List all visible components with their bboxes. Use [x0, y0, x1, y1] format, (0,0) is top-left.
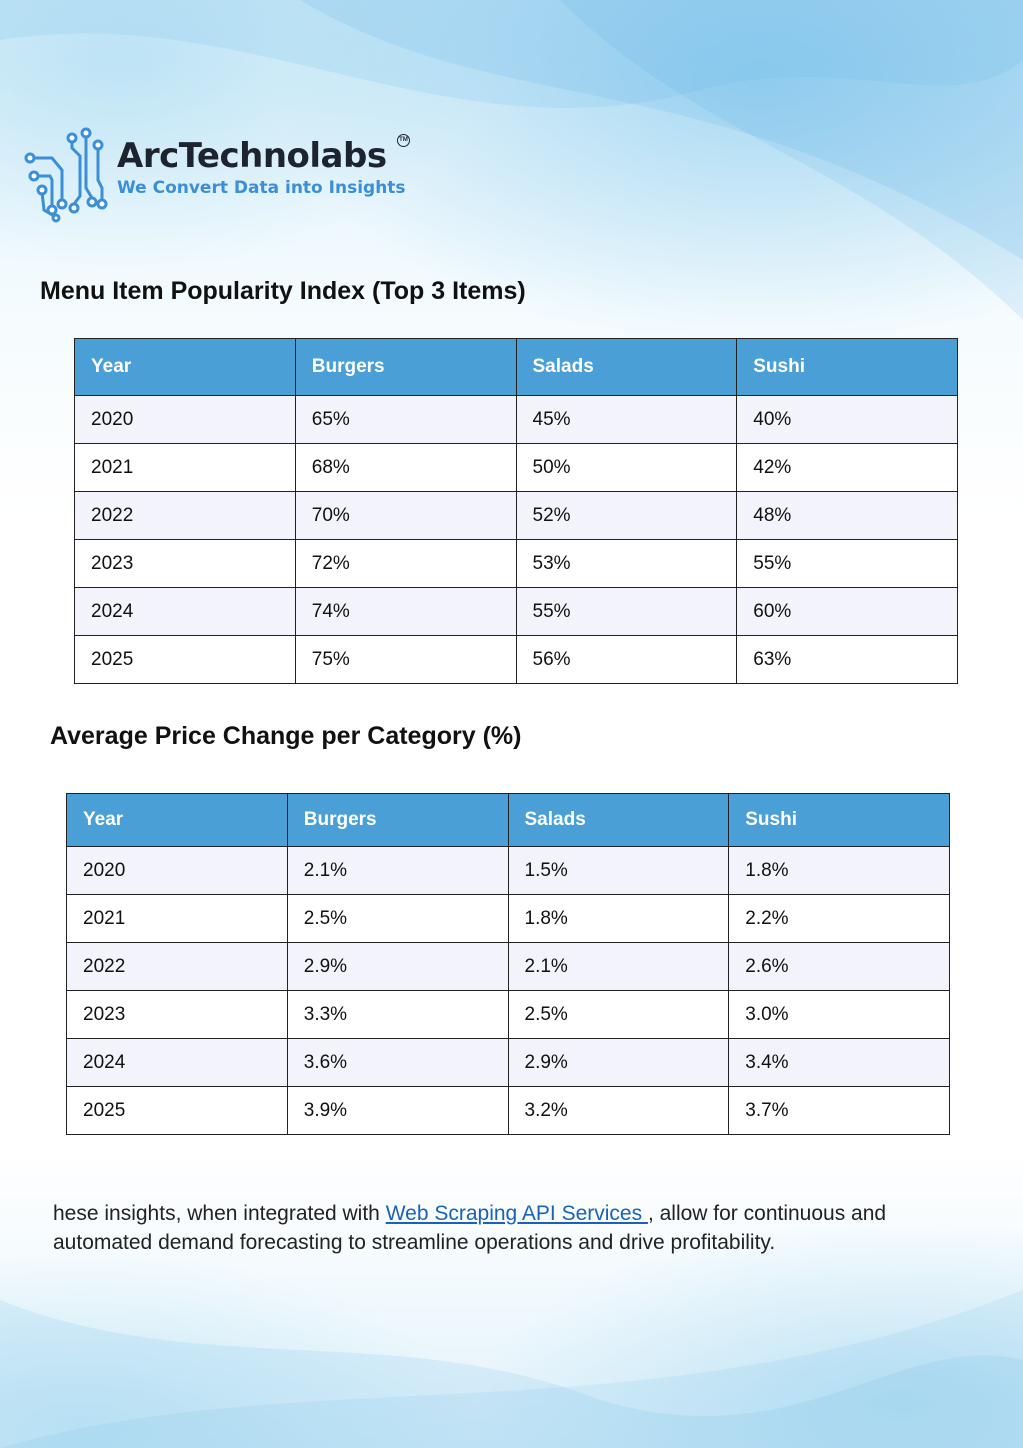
- table-row: 2024 3.6% 2.9% 3.4%: [66, 1038, 950, 1087]
- column-header-burgers: Burgers: [286, 793, 509, 847]
- web-scraping-api-link[interactable]: Web Scraping API Services: [385, 1202, 648, 1225]
- table-cell: 55%: [736, 539, 958, 588]
- table-cell: 2021: [74, 443, 296, 492]
- table-cell: 3.9%: [286, 1086, 509, 1135]
- price-change-table: Year Burgers Salads Sushi 2020 2.1% 1.5% 1.8% 2…: [66, 793, 950, 1135]
- column-header-salads: Salads: [515, 338, 738, 396]
- table-cell: 42%: [736, 443, 958, 492]
- column-header-sushi: Sushi: [728, 793, 950, 847]
- trademark-mark: TM: [397, 134, 410, 147]
- table-cell: 3.4%: [728, 1038, 950, 1087]
- table-cell: 53%: [515, 539, 738, 588]
- closing-paragraph: hese insights, when integrated with Web …: [53, 1199, 953, 1257]
- table-row: 2021 68% 50% 42%: [74, 443, 958, 492]
- table-cell: 2023: [66, 990, 288, 1039]
- table-row: 2020 2.1% 1.5% 1.8%: [66, 846, 950, 895]
- table-row: 2023 72% 53% 55%: [74, 539, 958, 588]
- table-cell: 74%: [294, 587, 517, 636]
- table-cell: 2024: [74, 587, 296, 636]
- table-cell: 56%: [515, 635, 738, 684]
- table-cell: 1.5%: [507, 846, 730, 895]
- price-change-table-title: Average Price Change per Category (%): [50, 722, 522, 750]
- table-cell: 40%: [736, 395, 958, 444]
- table-cell: 2024: [66, 1038, 288, 1087]
- table-cell: 2.1%: [286, 846, 509, 895]
- table-cell: 3.2%: [507, 1086, 730, 1135]
- table-cell: 3.6%: [286, 1038, 509, 1087]
- circuit-logo-icon: [24, 127, 108, 223]
- table-cell: 48%: [736, 491, 958, 540]
- column-header-salads: Salads: [507, 793, 730, 847]
- table-row: 2025 75% 56% 63%: [74, 635, 958, 684]
- table-cell: 3.7%: [728, 1086, 950, 1135]
- table-cell: 52%: [515, 491, 738, 540]
- popularity-table-title: Menu Item Popularity Index (Top 3 Items): [40, 277, 526, 305]
- table-cell: 68%: [294, 443, 517, 492]
- table-cell: 3.3%: [286, 990, 509, 1039]
- table-cell: 2022: [66, 942, 288, 991]
- table-cell: 72%: [294, 539, 517, 588]
- table-cell: 55%: [515, 587, 738, 636]
- table-cell: 2.9%: [507, 1038, 730, 1087]
- table-cell: 2.9%: [286, 942, 509, 991]
- table-cell: 3.0%: [728, 990, 950, 1039]
- table-cell: 2.6%: [728, 942, 950, 991]
- table-row: 2023 3.3% 2.5% 3.0%: [66, 990, 950, 1039]
- table-cell: 2020: [74, 395, 296, 444]
- table-header-row: Year Burgers Salads Sushi: [74, 338, 958, 396]
- table-cell: 2.5%: [507, 990, 730, 1039]
- table-cell: 1.8%: [507, 894, 730, 943]
- brand-logo: ArcTechnolabs TM We Convert Data into In…: [22, 118, 422, 228]
- table-row: 2020 65% 45% 40%: [74, 395, 958, 444]
- table-cell: 2025: [66, 1086, 288, 1135]
- paragraph-text-end: , allow for continuous and automated dem…: [53, 1202, 887, 1254]
- table-cell: 2020: [66, 846, 288, 895]
- table-cell: 2025: [74, 635, 296, 684]
- table-cell: 1.8%: [728, 846, 950, 895]
- table-row: 2021 2.5% 1.8% 2.2%: [66, 894, 950, 943]
- popularity-index-table: Year Burgers Salads Sushi 2020 65% 45% 40% 2021…: [74, 338, 958, 684]
- table-row: 2025 3.9% 3.2% 3.7%: [66, 1086, 950, 1135]
- table-cell: 63%: [736, 635, 958, 684]
- table-cell: 2022: [74, 491, 296, 540]
- table-cell: 60%: [736, 587, 958, 636]
- column-header-sushi: Sushi: [736, 338, 958, 396]
- table-row: 2022 2.9% 2.1% 2.6%: [66, 942, 950, 991]
- table-cell: 2.1%: [507, 942, 730, 991]
- paragraph-text-start: hese insights, when integrated with: [53, 1202, 386, 1225]
- column-header-year: Year: [74, 338, 296, 396]
- table-cell: 45%: [515, 395, 738, 444]
- table-row: 2022 70% 52% 48%: [74, 491, 958, 540]
- table-cell: 2021: [66, 894, 288, 943]
- table-cell: 2.2%: [728, 894, 950, 943]
- table-header-row: Year Burgers Salads Sushi: [66, 793, 950, 847]
- table-cell: 50%: [515, 443, 738, 492]
- table-row: 2024 74% 55% 60%: [74, 587, 958, 636]
- table-cell: 75%: [294, 635, 517, 684]
- brand-name: ArcTechnolabs: [117, 136, 387, 176]
- table-cell: 70%: [294, 491, 517, 540]
- table-cell: 2.5%: [286, 894, 509, 943]
- column-header-burgers: Burgers: [294, 338, 517, 396]
- brand-tagline: We Convert Data into Insights: [117, 178, 406, 198]
- table-cell: 2023: [74, 539, 296, 588]
- table-cell: 65%: [294, 395, 517, 444]
- column-header-year: Year: [66, 793, 288, 847]
